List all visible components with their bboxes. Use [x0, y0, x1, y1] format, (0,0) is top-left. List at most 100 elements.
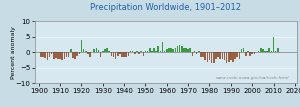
- Bar: [238, 52, 240, 59]
- Bar: [138, 52, 140, 54]
- Bar: [85, 51, 86, 52]
- Bar: [266, 51, 268, 52]
- Bar: [168, 48, 170, 52]
- Bar: [130, 51, 131, 52]
- Bar: [66, 52, 67, 57]
- Bar: [251, 52, 253, 54]
- Bar: [258, 51, 260, 52]
- Bar: [40, 52, 42, 57]
- Bar: [57, 52, 59, 59]
- Bar: [277, 48, 279, 52]
- Bar: [155, 51, 157, 52]
- Bar: [177, 46, 178, 52]
- Bar: [119, 52, 121, 54]
- Bar: [94, 49, 95, 52]
- Bar: [89, 52, 91, 57]
- Bar: [147, 51, 148, 52]
- Bar: [224, 52, 225, 60]
- Bar: [110, 52, 112, 56]
- Bar: [213, 52, 214, 63]
- Bar: [232, 52, 234, 62]
- Bar: [108, 51, 110, 52]
- Bar: [59, 52, 61, 59]
- Bar: [202, 52, 204, 57]
- Bar: [136, 51, 138, 52]
- Bar: [183, 48, 185, 52]
- Bar: [132, 51, 134, 52]
- Bar: [145, 51, 146, 52]
- Bar: [243, 48, 244, 52]
- Bar: [64, 52, 65, 59]
- Text: Precipitation Worldwide, 1901–2012: Precipitation Worldwide, 1901–2012: [89, 3, 241, 12]
- Bar: [196, 52, 197, 54]
- Bar: [194, 51, 195, 52]
- Bar: [207, 52, 208, 62]
- Bar: [160, 51, 161, 52]
- Bar: [125, 52, 127, 57]
- Bar: [190, 48, 191, 52]
- Bar: [117, 52, 118, 56]
- Bar: [134, 52, 136, 54]
- Bar: [164, 51, 166, 52]
- Bar: [128, 52, 129, 56]
- Bar: [162, 42, 163, 52]
- Bar: [53, 52, 55, 59]
- Bar: [211, 52, 212, 63]
- Bar: [262, 49, 264, 52]
- Bar: [151, 51, 153, 52]
- Bar: [46, 52, 48, 60]
- Text: www.ncdc.noaa.gov/oa/ncdc.html: www.ncdc.noaa.gov/oa/ncdc.html: [216, 76, 289, 80]
- Bar: [104, 49, 106, 52]
- Bar: [200, 52, 202, 57]
- Bar: [83, 49, 84, 52]
- Bar: [76, 52, 78, 56]
- Bar: [172, 49, 174, 52]
- Bar: [70, 49, 72, 52]
- Bar: [221, 52, 223, 59]
- Bar: [42, 52, 44, 57]
- Bar: [271, 51, 272, 52]
- Bar: [140, 51, 142, 52]
- Bar: [192, 52, 193, 56]
- Bar: [260, 48, 262, 52]
- Bar: [219, 52, 221, 59]
- Bar: [100, 52, 101, 57]
- Bar: [188, 49, 189, 52]
- Bar: [81, 40, 82, 52]
- Bar: [179, 45, 180, 52]
- Bar: [79, 52, 80, 54]
- Bar: [226, 52, 227, 63]
- Bar: [275, 51, 277, 52]
- Bar: [44, 52, 46, 58]
- Bar: [245, 52, 247, 56]
- Bar: [158, 46, 159, 52]
- Bar: [51, 52, 52, 54]
- Bar: [204, 52, 206, 60]
- Bar: [106, 48, 108, 52]
- Bar: [98, 50, 99, 52]
- Bar: [68, 52, 69, 57]
- Bar: [215, 52, 217, 59]
- Bar: [264, 51, 266, 52]
- Bar: [166, 49, 168, 52]
- Bar: [230, 52, 232, 60]
- Bar: [55, 52, 57, 58]
- Bar: [170, 48, 172, 52]
- Bar: [249, 52, 251, 56]
- Bar: [254, 52, 255, 54]
- Bar: [273, 37, 274, 52]
- Bar: [268, 48, 270, 52]
- Bar: [228, 52, 230, 62]
- Bar: [142, 52, 144, 56]
- Bar: [115, 52, 116, 59]
- Bar: [113, 52, 114, 57]
- Bar: [181, 46, 183, 52]
- Bar: [153, 48, 155, 52]
- Bar: [236, 52, 238, 57]
- Bar: [217, 52, 219, 57]
- Bar: [74, 52, 76, 59]
- Bar: [61, 52, 63, 60]
- Bar: [102, 51, 104, 52]
- Bar: [175, 48, 176, 52]
- Bar: [121, 52, 123, 57]
